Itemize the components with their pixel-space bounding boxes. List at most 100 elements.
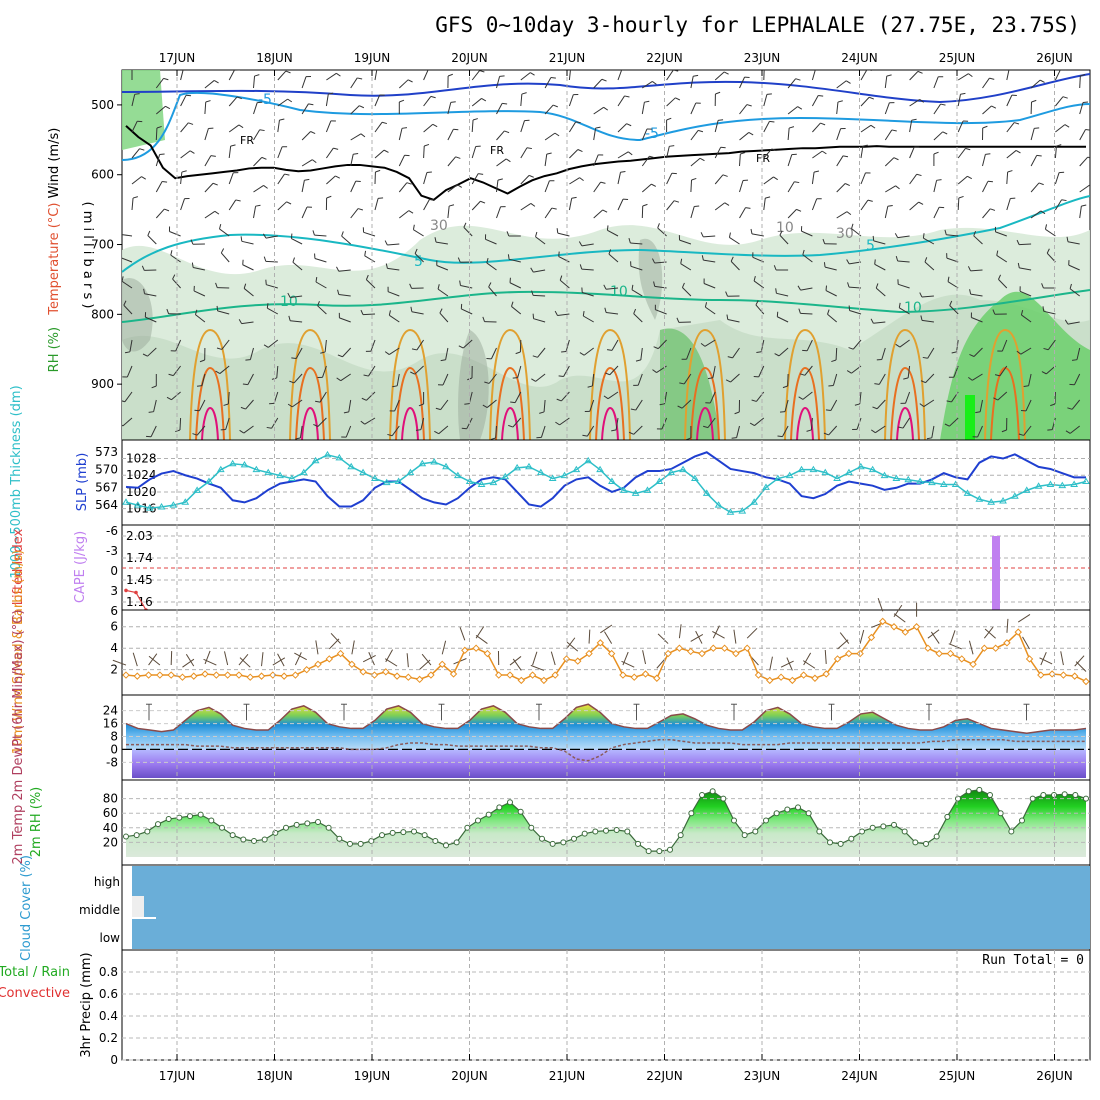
wind-barb-flag <box>987 180 993 183</box>
wind-barb-flag <box>440 359 446 362</box>
wind-barb-flag <box>924 257 928 263</box>
wind-barb <box>836 80 847 89</box>
wind-barb <box>860 96 870 107</box>
thickness-point <box>453 471 462 479</box>
wind-barb <box>642 81 653 89</box>
cape-tick-label: 2.03 <box>126 529 153 543</box>
wind-barb-flag <box>624 95 630 98</box>
wind-barb <box>878 373 886 385</box>
wind-barb <box>533 294 546 297</box>
wind-barb <box>171 391 181 401</box>
wind-barb <box>835 347 838 361</box>
wind10m-point <box>991 644 1000 652</box>
li-point <box>124 588 128 593</box>
isotherm-warm-arc <box>784 328 826 440</box>
wind-barb <box>739 180 744 193</box>
date-label-top: 19JUN <box>354 51 391 65</box>
wind-barb-flag <box>851 223 854 229</box>
wind-barb-flag <box>679 382 685 385</box>
wind-barb-flag <box>236 96 242 100</box>
wind-barb-flag <box>263 344 269 348</box>
wind-barb <box>801 230 813 237</box>
wind-barb <box>496 76 501 89</box>
wind10m-barb <box>588 629 591 644</box>
wind-barb <box>812 150 823 159</box>
wind-barb-flag <box>887 204 893 207</box>
wind10m-point <box>596 639 605 647</box>
precip-frame <box>121 949 1091 1061</box>
thickness-point <box>750 498 759 505</box>
date-label-bottom: 25JUN <box>939 1069 976 1083</box>
wind10m-barb <box>712 625 720 639</box>
rh2m-point <box>837 840 844 847</box>
contour-label: 10 <box>280 294 298 310</box>
wind-barb-flag <box>289 380 295 384</box>
thickness-point <box>643 486 652 493</box>
wind-barb-flag <box>170 250 173 256</box>
wind-barb <box>1030 210 1042 219</box>
wind-barb <box>325 94 329 107</box>
rh2m-point <box>624 828 631 835</box>
wind-barb-flag <box>384 351 390 355</box>
thickness-point <box>371 474 379 482</box>
wind-barb-flag <box>259 129 265 132</box>
isotherm-hot-arc <box>790 366 820 440</box>
date-label-bottom: 23JUN <box>744 1069 781 1083</box>
wind-barb-flag <box>185 94 192 97</box>
wind-barb-flag <box>894 233 899 238</box>
wind-barb <box>155 208 165 219</box>
wind10m-point <box>799 671 808 679</box>
wind-barb <box>641 183 652 193</box>
wind-barb <box>488 373 497 384</box>
wind-barb-flag <box>361 397 367 401</box>
wind10m-point <box>607 649 616 658</box>
wind-barb <box>884 76 888 89</box>
wind-barb <box>714 202 726 211</box>
wind-barb-flag <box>782 385 788 389</box>
wind-barb <box>508 258 521 263</box>
wind-barb-flag <box>973 230 977 237</box>
wind-barb-flag <box>532 355 538 358</box>
thickness-point <box>892 474 901 482</box>
wind-barb-flag <box>951 351 957 354</box>
wind-barb <box>342 347 352 358</box>
wind-barb-flag <box>922 356 928 359</box>
wind-barb <box>299 425 303 438</box>
wind10m-barb <box>984 628 996 639</box>
wind-barb-flag <box>554 310 558 316</box>
wind-barb <box>957 175 968 185</box>
thickness-point <box>1011 492 1019 499</box>
wind-barb <box>1019 290 1032 297</box>
wind-barb <box>1025 399 1032 412</box>
wind-barb-flag <box>996 250 999 256</box>
wind-barb <box>802 391 813 400</box>
rh2m-point <box>720 795 727 802</box>
wind-barb-flag <box>530 267 534 273</box>
wind-barb-flag <box>965 147 971 151</box>
wind-barb-flag <box>797 285 802 291</box>
wind-barb <box>730 261 740 271</box>
wind-barb-flag <box>353 152 359 155</box>
wind-barb-flag <box>825 285 828 291</box>
lifted-index-axis-label: Lifted Index <box>11 528 26 605</box>
wind-barb-flag <box>383 149 389 153</box>
rh2m-point <box>560 839 567 846</box>
wind-barb-flag <box>141 265 145 271</box>
wind-barb <box>496 103 503 115</box>
date-axis-bottom: 17JUN 18JUN 19JUN 20JUN 21JUN 22JUN 23JUN 24JUN… <box>159 1069 1073 1083</box>
wind-barb-flag <box>595 126 601 129</box>
wind-barb-flag <box>482 404 488 408</box>
wind-barb-flag <box>205 100 211 103</box>
wind-barb <box>245 399 254 410</box>
wind-barb-flag <box>199 359 205 363</box>
contour-label: 5 <box>866 238 875 254</box>
temp-warm-fill <box>126 704 1086 750</box>
wind10m-point <box>833 655 842 663</box>
wind-barb <box>800 287 813 291</box>
wind-barb <box>520 120 525 133</box>
wind-barb-flag <box>746 104 752 107</box>
wind-barb <box>1054 199 1063 211</box>
thickness-point <box>738 507 747 514</box>
wind-barb <box>362 313 376 316</box>
